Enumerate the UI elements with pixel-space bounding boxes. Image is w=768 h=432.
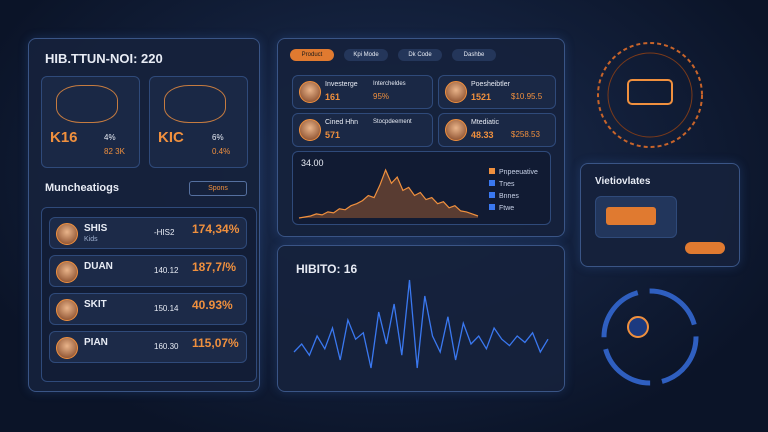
tab[interactable]: Dk Code: [398, 49, 442, 61]
row-name: SKIT: [84, 299, 107, 310]
decor-circle: [597, 42, 703, 148]
decor-ring: [601, 288, 699, 386]
legend-swatch: [489, 180, 495, 186]
line-chart: [293, 279, 549, 369]
avatar: [56, 337, 78, 359]
stat-value: 1521: [471, 92, 492, 102]
legend-swatch: [489, 204, 495, 210]
stat-label: Investerge: [325, 81, 358, 88]
left-panel: HIB.TTUN-NOI: 220 Muncheatiogs Spons K16…: [28, 38, 260, 392]
stat-label: Cined Hhn: [325, 119, 359, 126]
stat-value: 161: [325, 92, 341, 102]
chart-box: 34.00 Pnpeeuative Tnes Bnnes Ftwe: [292, 151, 551, 225]
stat-value: 571: [325, 130, 341, 140]
row-amount: 140.12: [154, 266, 179, 275]
avatar: [445, 119, 467, 141]
stat-card: Poesheibtler 1521 $10.95.5: [438, 75, 556, 109]
kpi-icon: [56, 85, 118, 123]
list-row[interactable]: SHIS Kids -HIS2 174,34%: [49, 217, 247, 249]
tab[interactable]: Product: [290, 49, 334, 61]
kpi-change: 4%: [104, 133, 116, 142]
stat-card: Mtediatic 48.33 $258.53: [438, 113, 556, 147]
avatar: [56, 299, 78, 321]
list-row[interactable]: DUAN 140.12 187,7/%: [49, 255, 247, 287]
action-button[interactable]: [685, 242, 725, 254]
panel-title: HIBITO: 16: [296, 262, 358, 276]
legend-swatch: [489, 192, 495, 198]
bottom-panel: HIBITO: 16: [277, 245, 565, 392]
line: [293, 279, 549, 369]
stat-value: 48.33: [471, 130, 494, 140]
kpi-value: K16: [50, 129, 78, 146]
stat-label: Poesheibtler: [471, 81, 510, 88]
row-amount: 160.30: [154, 342, 179, 351]
stat-label: Intercheldes: [373, 81, 406, 87]
panel-title: Vietiovlates: [595, 176, 651, 187]
stat-value: $258.53: [511, 130, 540, 139]
row-name: SHIS: [84, 223, 108, 234]
dropdown[interactable]: Spons: [189, 181, 247, 196]
stat-card: Investerge 161 Intercheldes 95%: [292, 75, 433, 109]
area-chart: 34.00 Pnpeeuative Tnes Bnnes Ftwe: [298, 158, 538, 219]
legend-swatch: [489, 168, 495, 174]
kpi-icon: [164, 85, 226, 123]
chart-title: 34.00: [301, 158, 324, 168]
row-percent: 174,34%: [192, 222, 240, 236]
legend-label: Tnes: [499, 181, 515, 188]
kpi-sub: 0.4%: [212, 147, 231, 156]
avatar: [56, 223, 78, 245]
kpi-value: KIC: [158, 129, 184, 146]
row-percent: 40.93%: [192, 298, 233, 312]
tab[interactable]: Kpi Mode: [344, 49, 388, 61]
tab[interactable]: Dashbe: [452, 49, 496, 61]
row-percent: 187,7/%: [192, 260, 237, 274]
avatar: [299, 81, 321, 103]
list-row[interactable]: PIAN 160.30 115,07%: [49, 331, 247, 363]
truck-image: [595, 196, 677, 238]
kpi-card: KIC 6% 0.4%: [149, 76, 248, 168]
legend-label: Pnpeeuative: [499, 169, 538, 176]
stat-card: Cined Hhn 571 Stocpdeement: [292, 113, 433, 147]
row-sub: Kids: [84, 236, 98, 243]
stat-value: $10.95.5: [511, 92, 543, 101]
stat-label: Stocpdeement: [373, 119, 412, 125]
avatar: [56, 261, 78, 283]
stat-value: 95%: [373, 92, 390, 101]
row-name: DUAN: [84, 261, 113, 272]
legend-label: Bnnes: [499, 193, 519, 200]
kpi-change: 6%: [212, 133, 224, 142]
list-row[interactable]: SKIT 150.14 40.93%: [49, 293, 247, 325]
row-amount: 150.14: [154, 304, 179, 313]
row-percent: 115,07%: [192, 336, 239, 350]
line: [298, 168, 479, 219]
top-panel: 34.00 Pnpeeuative Tnes Bnnes Ftwe Product Kp…: [277, 38, 565, 237]
area: [299, 170, 478, 218]
avatar: [445, 81, 467, 103]
row-amount: -HIS2: [154, 228, 175, 237]
panel-title: HIB.TTUN-NOI: 220: [45, 51, 163, 66]
avatar: [299, 119, 321, 141]
truck-icon: [606, 207, 656, 225]
section-title: Muncheatiogs: [45, 182, 119, 194]
kpi-sub: 82 3K: [104, 147, 125, 156]
kpi-card: K16 4% 82 3K: [41, 76, 140, 168]
legend-label: Ftwe: [499, 205, 514, 212]
row-name: PIAN: [84, 337, 108, 348]
stat-label: Mtediatic: [471, 119, 500, 126]
right-panel: Vietiovlates: [580, 163, 740, 267]
